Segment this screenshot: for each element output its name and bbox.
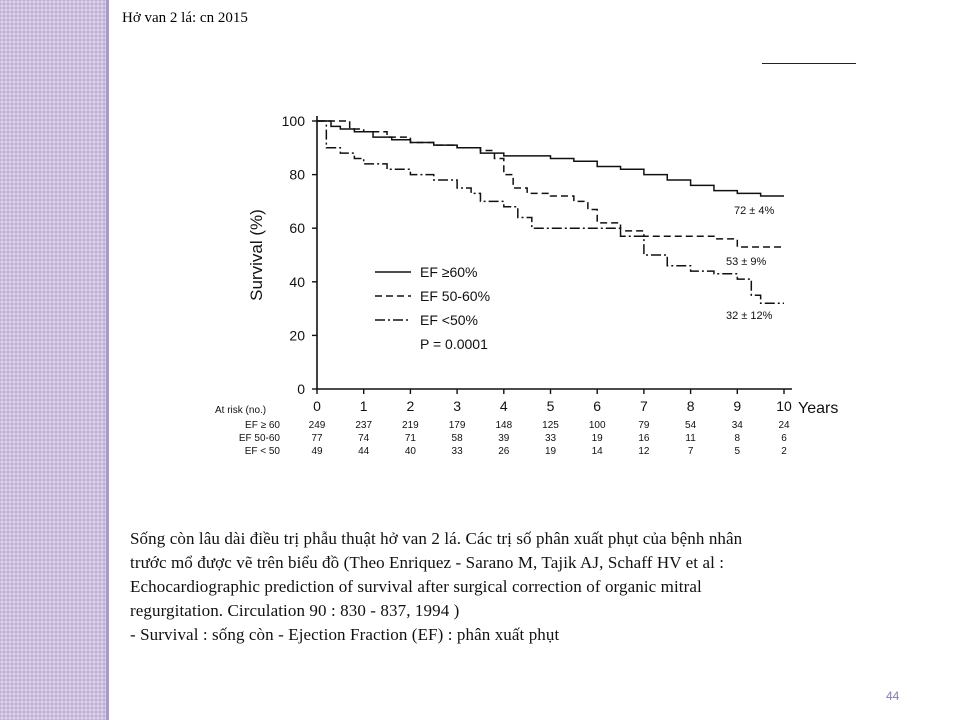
at-risk-value: 33 [545,433,557,444]
at-risk-value: 39 [498,433,510,444]
at-risk-value: 5 [735,446,741,457]
series-line [317,120,784,248]
x-tick-label: 0 [313,398,321,414]
at-risk-value: 49 [311,446,323,457]
at-risk-value: 8 [735,433,741,444]
y-tick-label: 80 [289,167,305,183]
at-risk-value: 2 [781,446,787,457]
at-risk-value: 33 [452,446,464,457]
chart-legend: EF ≥60% EF 50-60% EF <50% P = 0.0001 [375,264,490,352]
at-risk-title: At risk (no.) [215,405,266,416]
slide-caption: Sống còn lâu dài điều trị phẫu thuật hở … [130,527,930,647]
at-risk-value: 19 [545,446,557,457]
x-tick-label: 5 [547,398,555,414]
at-risk-value: 100 [589,420,606,431]
legend-label: EF <50% [420,312,478,328]
at-risk-value: 219 [402,420,419,431]
at-risk-value: 148 [495,420,512,431]
at-risk-row-label: EF < 50 [245,446,281,457]
legend-pvalue: P = 0.0001 [420,336,488,352]
x-tick-label: 9 [733,398,741,414]
at-risk-table: At risk (no.)EF ≥ 60 249 237 219 179 148 125 10… [215,405,790,457]
x-tick-label: 3 [453,398,461,414]
at-risk-value: 6 [781,433,787,444]
at-risk-value: 74 [358,433,370,444]
x-tick-label: 8 [687,398,695,414]
at-risk-value: 44 [358,446,370,457]
y-tick-label: 20 [289,327,305,343]
y-tick-label: 0 [297,381,305,397]
series-end-label: 32 ± 12% [726,310,773,322]
x-axis-label: Years [798,400,838,417]
at-risk-value: 40 [405,446,417,457]
y-tick-label: 40 [289,274,305,290]
at-risk-value: 34 [732,420,744,431]
at-risk-row-label: EF 50-60 [239,433,281,444]
at-risk-value: 237 [355,420,372,431]
y-axis-label: Survival (%) [247,209,266,301]
legend-label: EF ≥60% [420,264,477,280]
caption-line: regurgitation. Circulation 90 : 830 - 83… [130,601,460,620]
at-risk-value: 179 [449,420,466,431]
x-tick-label: 1 [360,398,368,414]
at-risk-value: 19 [592,433,604,444]
caption-line: - Survival : sống còn - Ejection Fractio… [130,625,560,644]
at-risk-value: 249 [309,420,326,431]
chart-series: 72 ± 4% 53 ± 9% 32 ± 12% [317,120,784,322]
at-risk-row-label: EF ≥ 60 [245,420,280,431]
at-risk-value: 54 [685,420,697,431]
at-risk-value: 14 [592,446,604,457]
sidebar-edge [106,0,109,720]
x-tick-label: 10 [776,398,792,414]
slide-sidebar-decoration [0,0,106,720]
chart-axes: 0 20 40 60 80 100 0 1 2 3 4 5 6 7 8 9 10 Years Survival (%… [247,113,838,417]
at-risk-value: 79 [638,420,650,431]
at-risk-value: 71 [405,433,417,444]
at-risk-value: 11 [685,433,696,444]
x-tick-label: 4 [500,398,508,414]
at-risk-value: 7 [688,446,694,457]
at-risk-value: 24 [778,420,790,431]
caption-line: Echocardiographic prediction of survival… [130,577,702,596]
at-risk-value: 26 [498,446,510,457]
at-risk-value: 125 [542,420,559,431]
y-tick-label: 60 [289,220,305,236]
x-tick-label: 6 [593,398,601,414]
at-risk-value: 77 [311,433,323,444]
at-risk-value: 16 [638,433,650,444]
slide-header: Hở van 2 lá: cn 2015 [122,10,248,26]
y-tick-label: 100 [282,113,306,129]
caption-line: trước mổ được vẽ trên biểu đồ (Theo Enri… [130,553,725,572]
at-risk-value: 12 [638,446,650,457]
series-line [317,120,784,304]
series-end-label: 53 ± 9% [726,256,767,268]
page-number: 44 [886,689,900,703]
header-rule [762,63,856,64]
x-tick-label: 7 [640,398,648,414]
x-tick-label: 2 [407,398,415,414]
series-end-label: 72 ± 4% [734,205,775,217]
legend-label: EF 50-60% [420,288,490,304]
at-risk-value: 58 [452,433,464,444]
caption-line: Sống còn lâu dài điều trị phẫu thuật hở … [130,529,743,548]
